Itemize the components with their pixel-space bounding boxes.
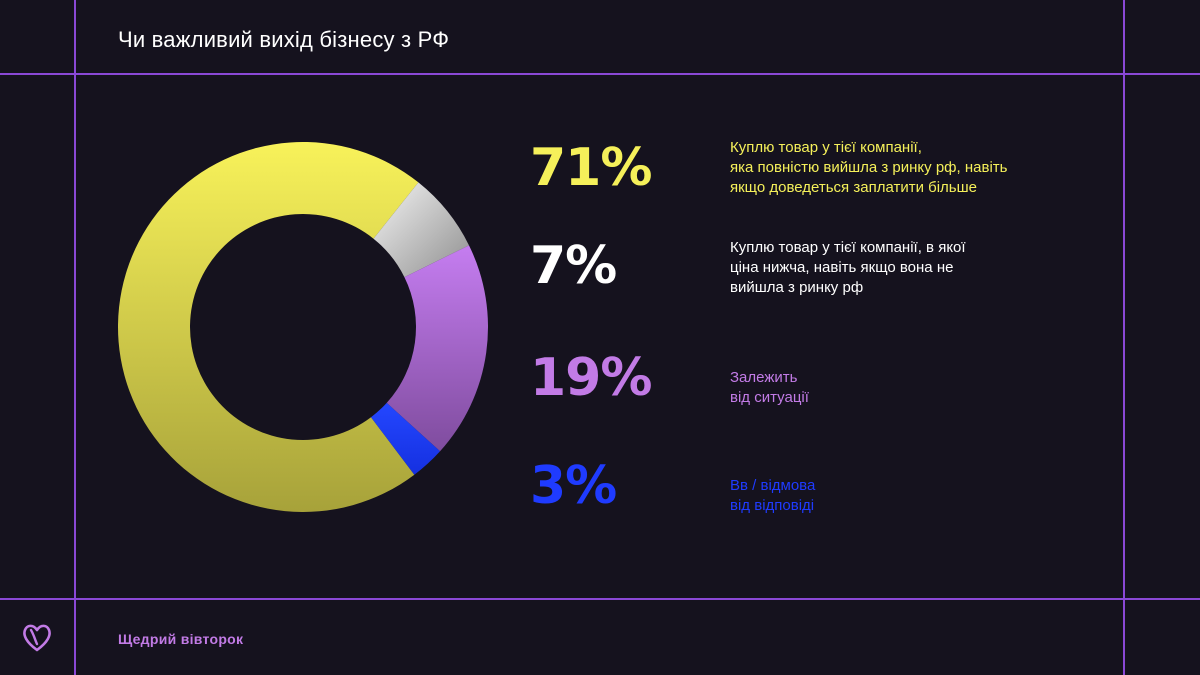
legend-description: Вв / відмова від відповіді — [730, 477, 816, 514]
donut-slice-71 — [117, 142, 419, 512]
legend-percent: 7% — [530, 236, 617, 296]
legend-description: Куплю товар у тієї компанії, в якої ціна … — [730, 239, 966, 296]
donut-chart-svg — [117, 142, 488, 512]
page-title: Чи важливий вихід бізнесу з РФ — [118, 27, 450, 52]
frame-line-right — [1123, 0, 1125, 675]
frame-line-bottom — [0, 598, 1200, 600]
legend-description: Куплю товар у тієї компанії, яка повністю… — [730, 139, 1008, 196]
legend-percent: 19% — [530, 348, 652, 408]
brand-name: Щедрий вівторок — [118, 631, 244, 647]
legend-description: Залежить від ситуації — [730, 369, 809, 406]
donut-chart — [117, 142, 488, 512]
donut-slice-3 — [371, 402, 441, 475]
heart-logo-icon — [23, 624, 51, 652]
legend-percent: 3% — [530, 456, 617, 516]
donut-slice-19 — [386, 245, 488, 452]
legend-percent: 71% — [530, 138, 652, 198]
frame-line-left — [74, 0, 76, 675]
donut-slice-7 — [373, 182, 469, 278]
frame-line-top — [0, 73, 1200, 75]
